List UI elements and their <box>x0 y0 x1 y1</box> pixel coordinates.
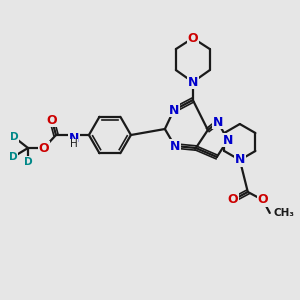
Text: N: N <box>169 103 179 116</box>
Text: H: H <box>70 139 78 149</box>
Text: O: O <box>46 113 57 127</box>
Text: D: D <box>9 152 17 162</box>
Text: O: O <box>227 194 238 206</box>
Text: D: D <box>24 157 32 167</box>
Text: N: N <box>188 76 198 88</box>
Text: N: N <box>170 140 180 152</box>
Text: O: O <box>188 32 198 45</box>
Text: N: N <box>213 116 223 128</box>
Text: O: O <box>257 194 268 206</box>
Text: D: D <box>10 132 18 142</box>
Text: N: N <box>223 134 233 146</box>
Text: N: N <box>69 131 79 145</box>
Text: O: O <box>39 142 49 154</box>
Text: CH₃: CH₃ <box>274 208 295 218</box>
Text: N: N <box>235 154 245 166</box>
